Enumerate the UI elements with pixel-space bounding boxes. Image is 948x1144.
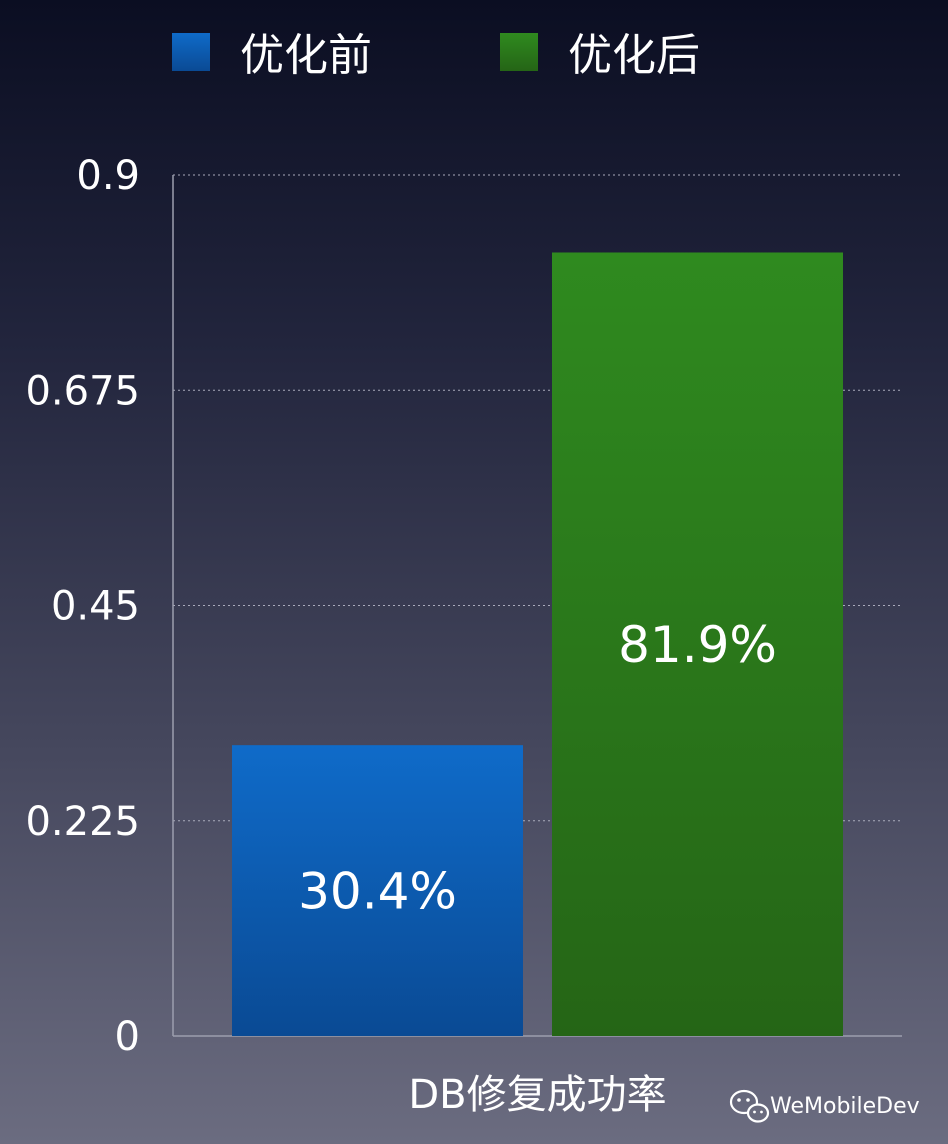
bar-2 bbox=[552, 252, 843, 1037]
category-label: DB修复成功率 bbox=[408, 1072, 666, 1118]
legend-label: 优化后 bbox=[568, 30, 700, 81]
y-tick-label: 0.225 bbox=[25, 799, 140, 845]
legend-label: 优化前 bbox=[240, 30, 372, 81]
legend: 优化前 优化后 bbox=[172, 30, 700, 81]
y-tick-label: 0.45 bbox=[51, 584, 140, 630]
y-tick-label: 0 bbox=[115, 1014, 140, 1060]
bars bbox=[232, 252, 843, 1037]
watermark-text: WeMobileDev bbox=[770, 1094, 920, 1119]
legend-swatch bbox=[500, 33, 538, 71]
y-tick-label: 0.9 bbox=[76, 153, 140, 199]
y-tick-label: 0.675 bbox=[25, 368, 140, 414]
bar-value-label: 30.4% bbox=[298, 863, 457, 921]
bar-1 bbox=[232, 745, 523, 1036]
legend-swatch bbox=[172, 33, 210, 71]
labels: 0 0.225 0.45 0.675 0.9 30.4% 81.9% DB修复成功率 bbox=[25, 153, 776, 1118]
bar-value-label: 81.9% bbox=[618, 616, 777, 674]
watermark: WeMobileDev bbox=[729, 1089, 920, 1123]
wechat-icon bbox=[729, 1089, 770, 1123]
